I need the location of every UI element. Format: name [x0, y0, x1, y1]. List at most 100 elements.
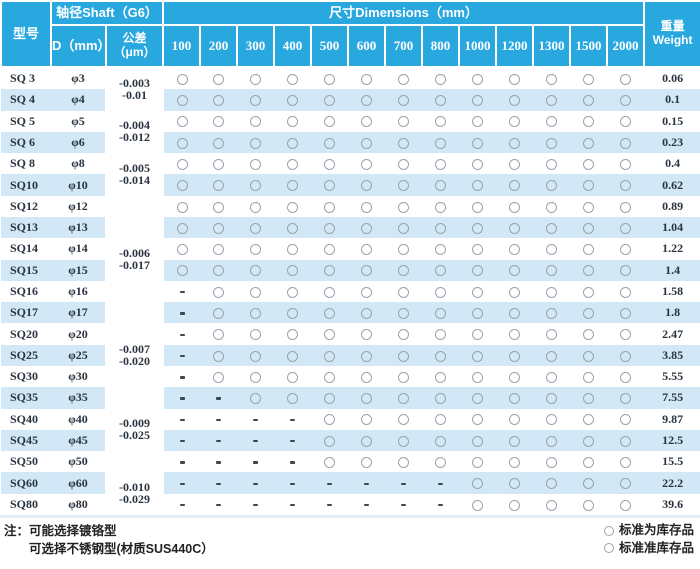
dimension-cell-100 — [163, 302, 200, 323]
not-available-dash-icon — [253, 418, 258, 422]
tolerance-cell: -0.009 -0.025 — [105, 387, 164, 473]
stock-legend: 标准为库存品 标准准库存品 — [603, 522, 696, 557]
availability-circle-icon — [324, 244, 335, 256]
dimension-cell-700 — [385, 153, 422, 174]
availability-circle-icon — [324, 180, 335, 192]
availability-circle-icon — [324, 222, 335, 234]
tolerance-lower: -0.017 — [119, 258, 150, 273]
dimension-cell-200 — [200, 409, 237, 430]
weight-cell: 1.8 — [665, 305, 681, 320]
header-tolerance-unit: （μm） — [113, 45, 156, 59]
availability-circle-icon — [546, 456, 557, 468]
dimension-cell-2000 — [607, 302, 644, 323]
dimension-cell-600 — [348, 281, 385, 302]
availability-circle-icon — [546, 414, 557, 426]
dimension-cell-300 — [237, 260, 274, 281]
weight-cell: 22.2 — [662, 475, 684, 490]
dimension-cell-1500 — [570, 451, 607, 472]
availability-circle-icon — [398, 265, 409, 277]
availability-circle-icon — [509, 244, 520, 256]
dimension-cell-1000 — [459, 153, 496, 174]
availability-circle-icon — [287, 286, 298, 298]
dimension-cell-1200 — [496, 472, 533, 493]
dimension-cell-400 — [274, 323, 311, 344]
dimension-cell-1000 — [459, 494, 496, 515]
availability-circle-icon — [435, 137, 446, 149]
not-available-dash-icon — [253, 461, 258, 464]
header-weight-zh: 重量 — [660, 19, 685, 34]
table-bottom-divider — [0, 515, 700, 518]
tolerance-upper: -0.009 — [119, 416, 150, 431]
availability-circle-icon — [213, 95, 224, 107]
availability-circle-icon — [176, 95, 188, 107]
availability-circle-icon — [546, 478, 557, 490]
dimension-cell-800 — [422, 409, 459, 430]
dimension-cell-100 — [163, 430, 200, 451]
dimension-cell-200 — [200, 345, 237, 366]
dimension-cell-800 — [422, 217, 459, 238]
availability-circle-icon — [546, 222, 557, 234]
table-row: SQ60 φ60 -0.010 -0.029 22.2 — [1, 472, 700, 515]
availability-circle-icon — [213, 329, 224, 341]
tolerance-upper: -0.004 — [119, 118, 150, 133]
availability-circle-icon — [398, 435, 409, 447]
availability-circle-icon — [324, 456, 335, 468]
dimension-cell-1300 — [533, 153, 570, 174]
availability-circle-icon — [250, 73, 261, 85]
dimension-cell-1300 — [533, 387, 570, 408]
dimension-cell-300 — [237, 451, 274, 472]
weight-cell: 1.04 — [662, 220, 684, 235]
availability-circle-icon — [472, 137, 483, 149]
model-cell: SQ50 — [10, 454, 39, 469]
diameter-cell: φ30 — [68, 369, 88, 384]
dimension-cell-2000 — [607, 387, 644, 408]
model-cell: SQ16 — [10, 283, 39, 298]
dimension-cell-1500 — [570, 409, 607, 430]
dimension-cell-600 — [348, 345, 385, 366]
dimension-cell-100 — [163, 153, 200, 174]
dimension-cell-200 — [200, 302, 237, 323]
dimension-cell-1000 — [459, 366, 496, 387]
availability-circle-icon — [472, 222, 483, 234]
availability-circle-icon — [435, 414, 446, 426]
availability-circle-icon — [250, 308, 261, 319]
diameter-cell: φ80 — [68, 496, 88, 511]
dimension-cell-1200 — [496, 132, 533, 153]
dimension-cell-200 — [200, 366, 237, 387]
dimension-cell-1000 — [459, 430, 496, 451]
availability-circle-icon — [324, 159, 335, 171]
availability-circle-icon — [472, 435, 483, 447]
dimension-cell-800 — [422, 302, 459, 323]
shaft-spec-table: 型号 轴径Shaft（G6） 尺寸Dimensions（mm） 重量 Weigh… — [0, 0, 700, 515]
availability-circle-icon — [583, 116, 594, 128]
diameter-cell: φ16 — [68, 283, 88, 298]
dimension-cell-1000 — [459, 302, 496, 323]
availability-circle-icon — [324, 435, 335, 447]
dimension-cell-1300 — [533, 366, 570, 387]
dimension-cell-600 — [348, 217, 385, 238]
not-available-dash-icon — [290, 461, 295, 464]
dimension-cell-300 — [237, 409, 274, 430]
dimension-cell-600 — [348, 196, 385, 217]
dimension-cell-300 — [237, 494, 274, 515]
model-cell: SQ15 — [10, 262, 39, 277]
tolerance-cell: -0.007 -0.020 — [105, 323, 164, 388]
dimension-cell-100 — [163, 451, 200, 472]
dimension-cell-800 — [422, 174, 459, 195]
table-row: SQ13 φ13 1.04 — [1, 216, 700, 239]
availability-circle-icon — [546, 116, 557, 128]
dimension-cell-800 — [422, 472, 459, 493]
availability-circle-icon — [361, 308, 372, 319]
availability-circle-icon — [620, 329, 632, 341]
dimension-cell-2000 — [607, 217, 644, 238]
diameter-cell: φ8 — [71, 156, 85, 171]
not-available-dash-icon — [327, 482, 332, 485]
dimension-cell-1300 — [533, 323, 570, 344]
dimension-cell-100 — [163, 260, 200, 281]
dimension-cell-700 — [385, 430, 422, 451]
availability-circle-icon — [620, 499, 632, 511]
header-tolerance-zh: 公差 — [122, 31, 147, 46]
diameter-cell: φ10 — [68, 177, 88, 192]
weight-cell: 0.1 — [665, 92, 681, 107]
header-weight: 重量 Weight — [643, 0, 700, 68]
